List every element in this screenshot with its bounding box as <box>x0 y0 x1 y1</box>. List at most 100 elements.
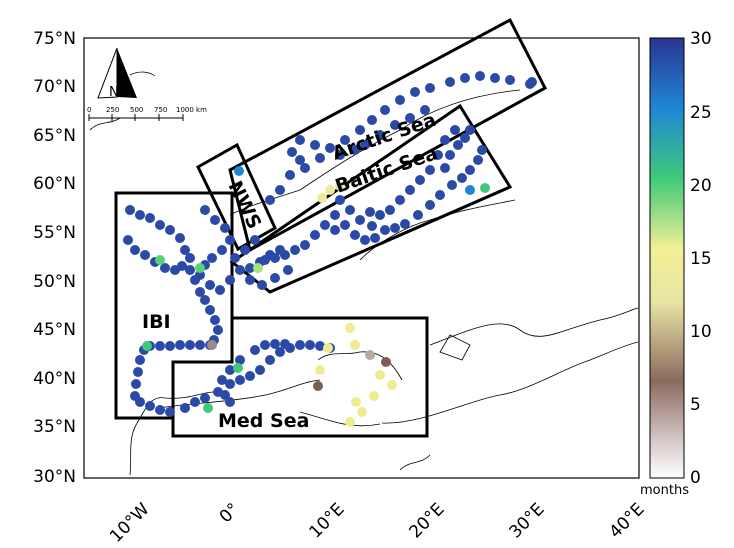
lat-tick-40: 40°N <box>33 369 76 389</box>
station-point <box>185 253 195 263</box>
scale-label-750: 750 <box>154 106 167 114</box>
station-point <box>135 397 145 407</box>
station-point <box>380 105 390 115</box>
station-point <box>355 125 365 135</box>
station-point <box>310 230 320 240</box>
station-point <box>295 340 305 350</box>
station-point <box>155 341 165 351</box>
station-point <box>435 190 445 200</box>
station-point <box>317 193 327 203</box>
station-point <box>330 225 340 235</box>
station-point <box>165 225 175 235</box>
station-point <box>425 83 435 93</box>
station-point <box>270 273 280 283</box>
station-point <box>335 181 345 191</box>
region-label-med: Med Sea <box>218 410 309 432</box>
station-point <box>350 340 360 350</box>
colorbar-tick-10: 10 <box>690 322 712 342</box>
station-point <box>420 105 430 115</box>
station-point <box>465 165 475 175</box>
station-point <box>473 155 483 165</box>
station-point <box>480 183 490 193</box>
station-point <box>225 365 235 375</box>
station-point <box>280 339 290 349</box>
region-boxes <box>114 17 548 438</box>
station-point <box>453 140 463 150</box>
station-point <box>220 390 230 400</box>
station-point <box>123 235 133 245</box>
station-point <box>175 233 185 243</box>
station-point <box>125 205 135 215</box>
scale-label-1000km: 1000 km <box>176 106 207 114</box>
station-point <box>350 145 360 155</box>
lat-tick-55: 55°N <box>33 223 76 243</box>
lon-tick-10w: 10°W <box>106 499 153 546</box>
colorbar-gradient <box>649 37 685 479</box>
station-point <box>257 280 267 290</box>
station-point <box>310 140 320 150</box>
station-point <box>295 135 305 145</box>
station-point <box>387 380 397 390</box>
station-point <box>270 339 280 349</box>
station-point <box>320 220 330 230</box>
station-point <box>300 163 310 173</box>
station-point <box>195 340 205 350</box>
station-point <box>253 263 263 273</box>
station-point <box>170 265 180 275</box>
station-point <box>142 341 152 351</box>
station-point <box>490 73 500 83</box>
station-point <box>400 219 410 229</box>
lat-tick-35: 35°N <box>33 417 76 437</box>
station-point <box>265 195 275 205</box>
station-point <box>275 245 285 255</box>
station-point <box>155 255 165 265</box>
station-point <box>315 341 325 351</box>
station-point <box>260 340 270 350</box>
station-point <box>135 355 145 365</box>
station-point <box>165 341 175 351</box>
station-point <box>325 185 335 195</box>
station-point <box>240 245 250 255</box>
station-point <box>375 210 385 220</box>
station-point <box>140 250 150 260</box>
region-label-ibi: IBI <box>142 311 171 333</box>
station-point <box>315 153 325 163</box>
station-point <box>145 213 155 223</box>
station-point <box>365 207 375 217</box>
station-point <box>335 150 345 160</box>
station-point <box>425 200 435 210</box>
station-point <box>355 215 365 225</box>
station-point <box>410 87 420 97</box>
station-point <box>235 375 245 385</box>
station-point <box>315 365 325 375</box>
lat-tick-65: 65°N <box>33 126 76 146</box>
colorbar-tick-30: 30 <box>690 29 712 49</box>
station-point <box>357 407 367 417</box>
coastlines <box>89 71 639 476</box>
scale-label-250: 250 <box>106 106 119 114</box>
station-point <box>190 275 200 285</box>
station-point <box>525 79 535 89</box>
station-point <box>200 295 210 305</box>
station-point <box>180 245 190 255</box>
station-point <box>245 371 255 381</box>
station-point <box>325 143 335 153</box>
station-point <box>283 265 293 275</box>
station-point <box>155 220 165 230</box>
station-point <box>195 263 205 273</box>
station-point <box>345 323 355 333</box>
colorbar-tick-0: 0 <box>690 468 701 488</box>
station-point <box>135 210 145 220</box>
scale-label-500: 500 <box>130 106 143 114</box>
station-point <box>413 210 423 220</box>
station-point <box>367 115 377 125</box>
colorbar-tick-5: 5 <box>690 395 701 415</box>
lon-tick-40e: 40°E <box>605 499 648 542</box>
station-point <box>233 363 243 373</box>
station-point <box>205 280 215 290</box>
station-point <box>205 305 215 315</box>
station-point <box>313 381 323 391</box>
baltic-box <box>229 103 513 294</box>
station-point <box>360 140 370 150</box>
colorbar-tick-20: 20 <box>690 176 712 196</box>
